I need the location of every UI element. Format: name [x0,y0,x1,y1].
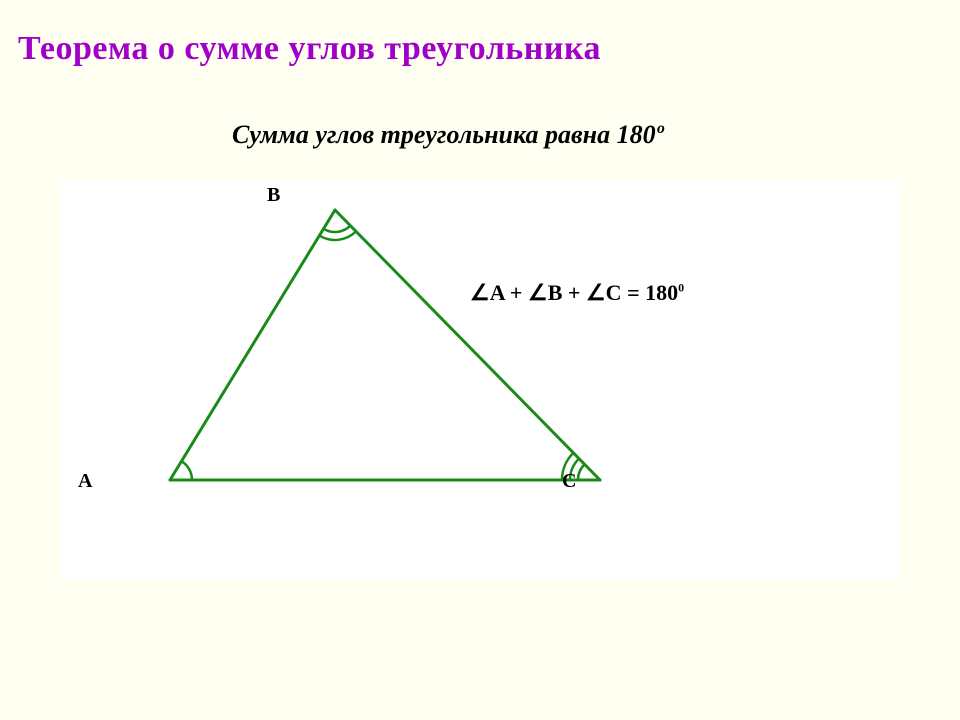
angle-sum-formula: ∠A + ∠B + ∠C = 1800 [470,280,684,306]
angle-symbol: ∠ [586,280,606,305]
vertex-label-c: C [562,470,576,493]
formula-eq: = [627,280,640,305]
formula-op: + [510,280,523,305]
page-title: Теорема о сумме углов треугольника [18,30,601,68]
vertex-label-b: B [267,184,280,207]
formula-term-c: C [606,280,622,305]
theorem-statement: Сумма углов треугольника равна 180º [232,120,663,150]
degree-mark: 0 [678,281,684,295]
angle-symbol: ∠ [470,280,490,305]
vertex-label-a: A [78,470,92,493]
triangle-diagram [60,180,900,580]
angle-symbol: ∠ [528,280,548,305]
diagram-panel [60,180,900,580]
formula-term-a: A [490,280,505,305]
formula-result: 180 [645,280,678,305]
formula-op: + [568,280,581,305]
formula-term-b: B [548,280,563,305]
